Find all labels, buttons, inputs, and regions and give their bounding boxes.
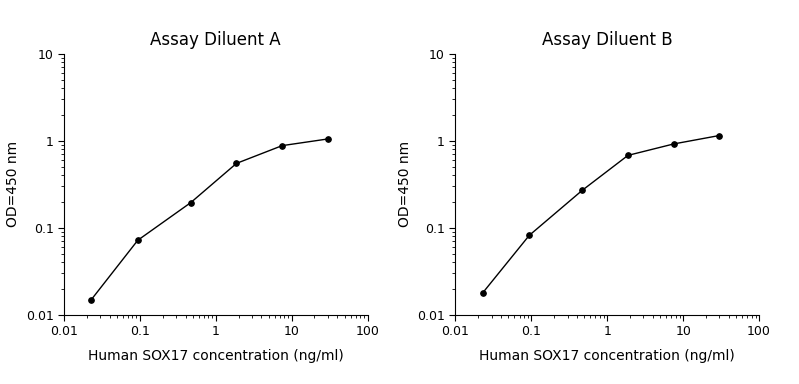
- X-axis label: Human SOX17 concentration (ng/ml): Human SOX17 concentration (ng/ml): [88, 349, 344, 363]
- X-axis label: Human SOX17 concentration (ng/ml): Human SOX17 concentration (ng/ml): [479, 349, 735, 363]
- Y-axis label: OD=450 nm: OD=450 nm: [6, 141, 20, 227]
- Y-axis label: OD=450 nm: OD=450 nm: [398, 141, 411, 227]
- Title: Assay Diluent A: Assay Diluent A: [150, 31, 281, 50]
- Title: Assay Diluent B: Assay Diluent B: [542, 31, 673, 50]
